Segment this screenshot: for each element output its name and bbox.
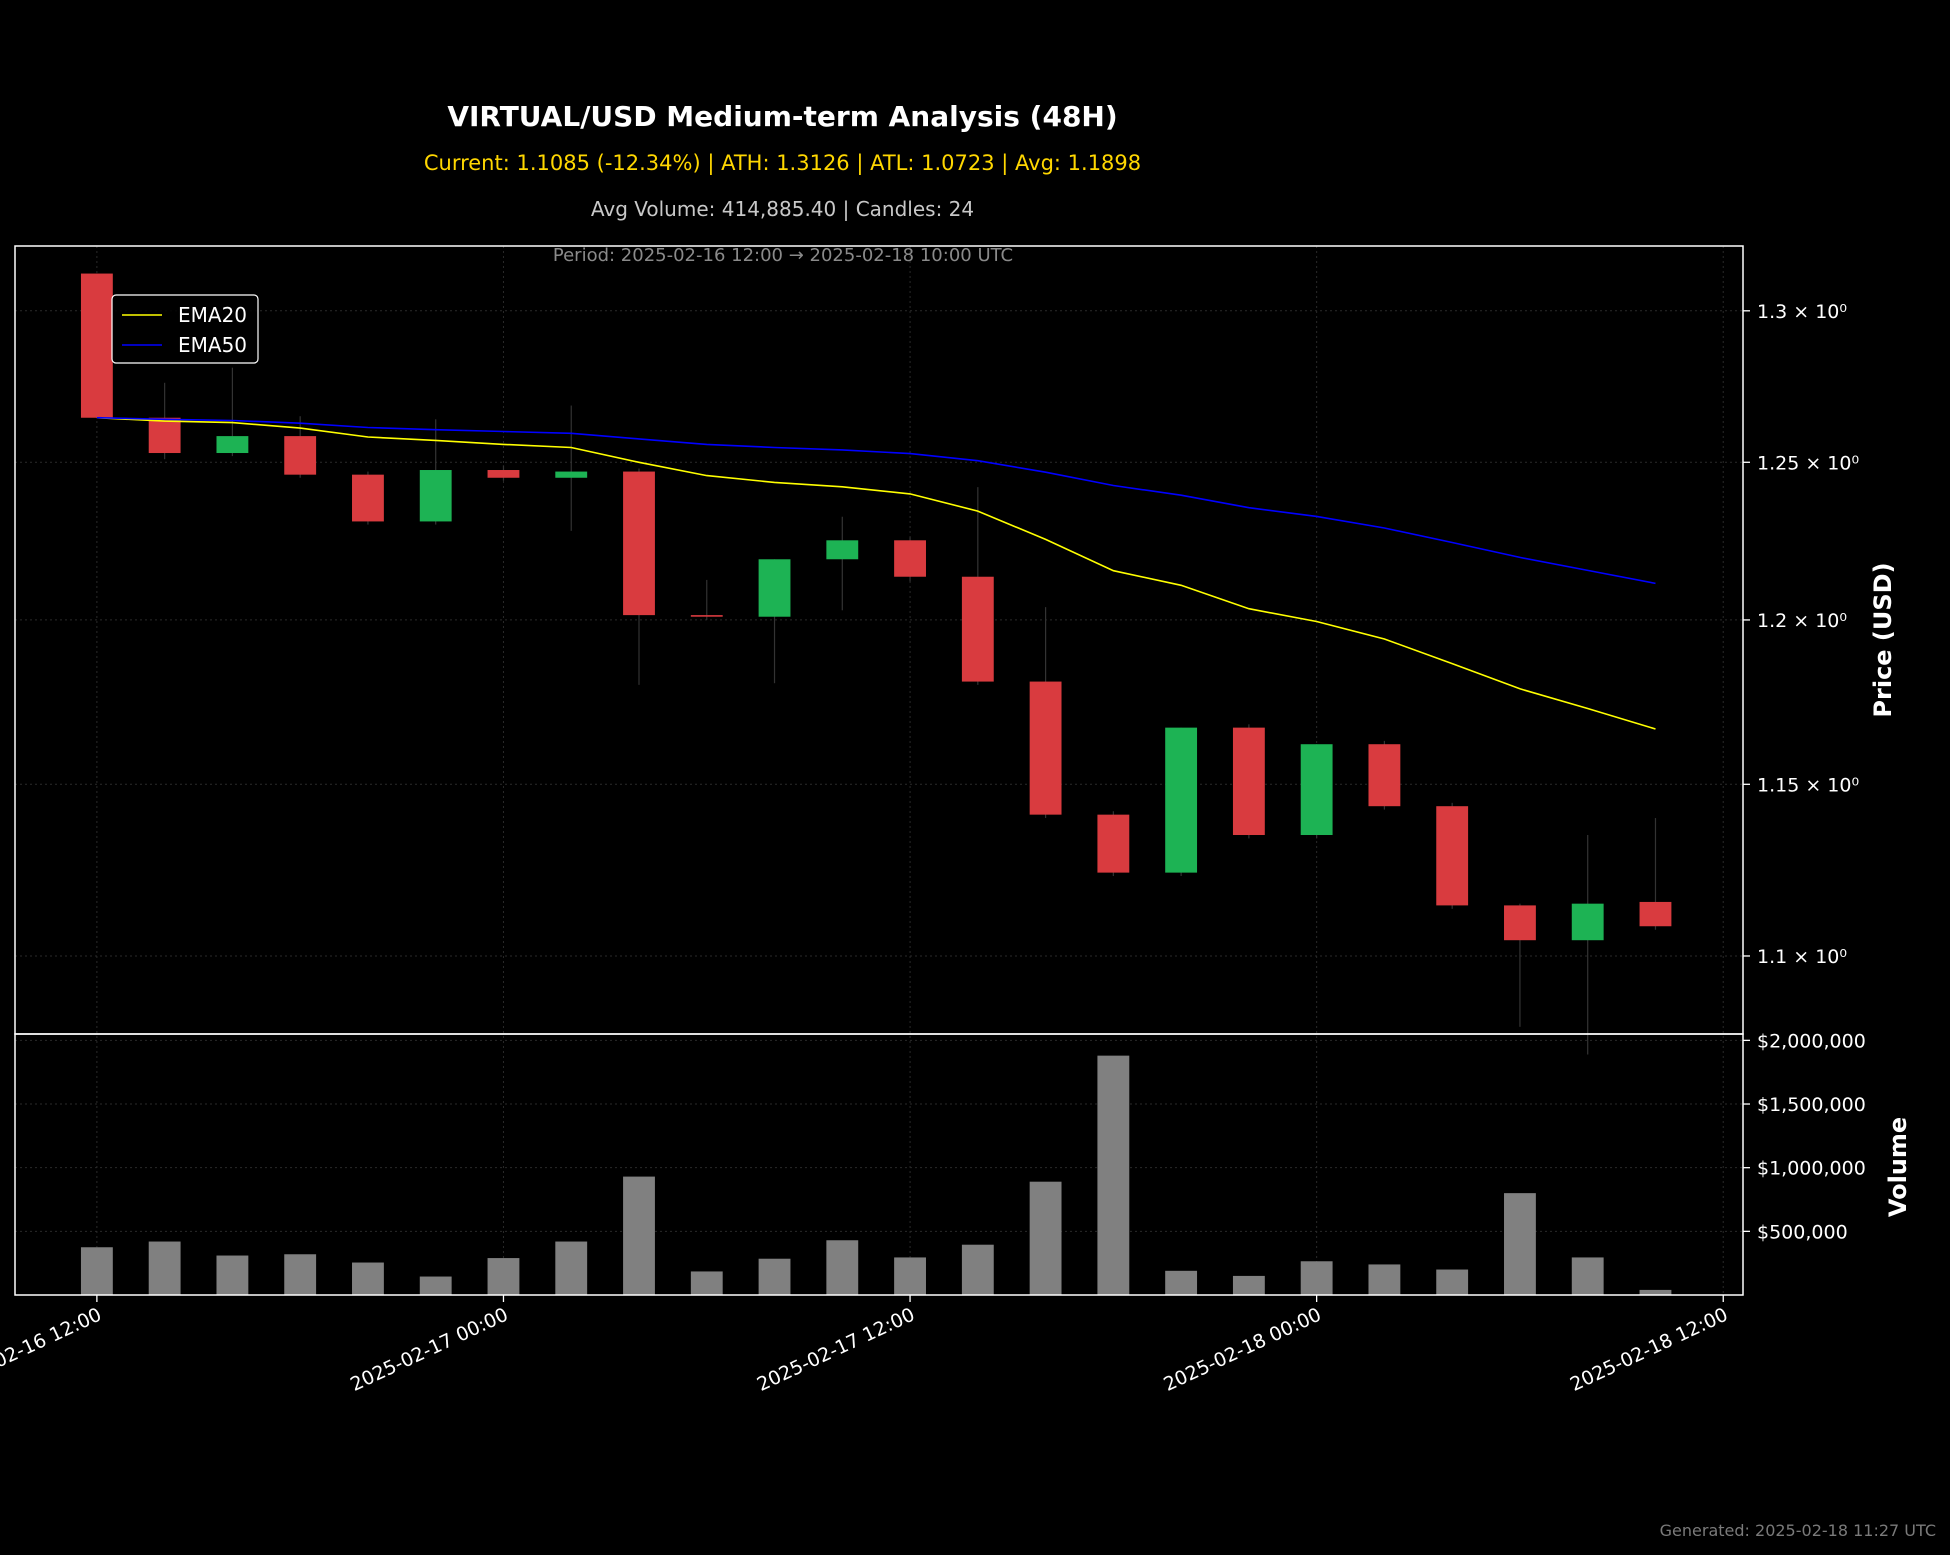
period-label: Period: 2025-02-16 12:00 → 2025-02-18 10… — [553, 245, 1013, 266]
x-tick-label: 2025-02-17 12:00 — [754, 1304, 918, 1396]
volume-bar — [1368, 1264, 1401, 1295]
legend-label-ema20: EMA20 — [178, 303, 247, 327]
candle-body-down — [1639, 901, 1672, 927]
volume-bars — [80, 1055, 1672, 1295]
volume-bar — [1165, 1270, 1198, 1295]
candle-body-down — [1097, 814, 1130, 873]
volume-bar — [555, 1241, 588, 1295]
price-tick-label: 1.1 × 10⁰ — [1757, 946, 1847, 968]
ema-lines — [96, 416, 1656, 730]
candle-body-up — [758, 559, 791, 617]
candle-body-down — [80, 273, 113, 418]
volume-bar — [894, 1257, 926, 1295]
candle-body-down — [690, 615, 723, 617]
volume-bar — [352, 1262, 384, 1295]
volume-bar — [623, 1176, 655, 1295]
legend-box — [111, 294, 259, 364]
price-tick-label: 1.3 × 10⁰ — [1757, 301, 1847, 323]
candle-body-up — [826, 540, 859, 560]
legend: EMA20 EMA50 — [111, 294, 259, 364]
volume-bar — [216, 1255, 249, 1295]
price-panel-frame — [14, 245, 1744, 1035]
volume-tick-label: $1,000,000 — [1757, 1158, 1866, 1180]
volume-bar — [1097, 1055, 1130, 1295]
chart-title: VIRTUAL/USD Medium-term Analysis (48H) — [447, 100, 1118, 133]
candle-body-up — [216, 436, 249, 454]
generated-timestamp: Generated: 2025-02-18 11:27 UTC — [1659, 1521, 1936, 1540]
candle-body-down — [1368, 744, 1401, 807]
volume-bar — [690, 1271, 723, 1295]
candle-body-up — [419, 470, 452, 522]
volume-bar — [1232, 1275, 1265, 1295]
legend-label-ema50: EMA50 — [178, 333, 247, 357]
candle-body-down — [1029, 681, 1062, 815]
candle-body-down — [148, 417, 181, 454]
candle-body-down — [352, 474, 384, 522]
volume-bar — [758, 1258, 791, 1295]
volume-tick-label: $500,000 — [1757, 1221, 1848, 1243]
x-tick-label: 2025-02-18 00:00 — [1160, 1304, 1324, 1396]
volume-bar — [487, 1258, 520, 1295]
volume-bar — [1639, 1289, 1672, 1295]
volume-summary: Avg Volume: 414,885.40 | Candles: 24 — [590, 197, 975, 221]
volume-panel-frame — [14, 1033, 1744, 1296]
volume-bar — [419, 1276, 452, 1295]
candle-body-down — [1232, 727, 1265, 836]
volume-axis-label: Volume — [1884, 1117, 1912, 1217]
volume-tick-label: $1,500,000 — [1757, 1094, 1866, 1116]
volume-bar — [148, 1241, 181, 1295]
price-axis-label: Price (USD) — [1869, 562, 1897, 717]
price-tick-label: 1.2 × 10⁰ — [1757, 610, 1847, 632]
x-tick-label: 2025-02-17 00:00 — [347, 1304, 511, 1396]
ema-line-ema20 — [96, 416, 1656, 730]
candle-body-up — [555, 471, 588, 478]
candle-body-down — [284, 436, 317, 475]
candle-body-down — [623, 471, 655, 616]
price-tick-label: 1.25 × 10⁰ — [1757, 452, 1859, 474]
volume-bar — [80, 1247, 113, 1295]
candle-body-up — [1165, 727, 1198, 873]
volume-bar — [1571, 1257, 1604, 1295]
volume-bar — [826, 1240, 859, 1295]
candle-body-down — [961, 576, 994, 682]
volume-bar — [1300, 1261, 1333, 1295]
price-summary: Current: 1.1085 (-12.34%) | ATH: 1.3126 … — [423, 151, 1142, 175]
ema-line-ema50 — [96, 416, 1656, 585]
candle-body-down — [894, 540, 926, 577]
volume-bar — [1029, 1181, 1062, 1295]
candle-body-down — [487, 470, 520, 478]
grid-lines — [15, 246, 1743, 1295]
axes-frames — [14, 245, 1744, 1296]
candle-body-up — [1300, 744, 1333, 836]
price-tick-label: 1.15 × 10⁰ — [1757, 774, 1859, 796]
x-tick-label: 2025-02-16 12:00 — [0, 1304, 105, 1396]
candle-body-down — [1436, 806, 1469, 906]
volume-bar — [1436, 1269, 1469, 1295]
candles — [80, 273, 1672, 1055]
volume-bar — [961, 1244, 994, 1295]
volume-bar — [284, 1254, 317, 1295]
candle-body-up — [1571, 903, 1604, 941]
volume-bar — [1504, 1193, 1536, 1295]
x-tick-label: 2025-02-18 12:00 — [1567, 1304, 1731, 1396]
volume-tick-label: $2,000,000 — [1757, 1030, 1866, 1052]
candle-body-down — [1504, 905, 1536, 941]
